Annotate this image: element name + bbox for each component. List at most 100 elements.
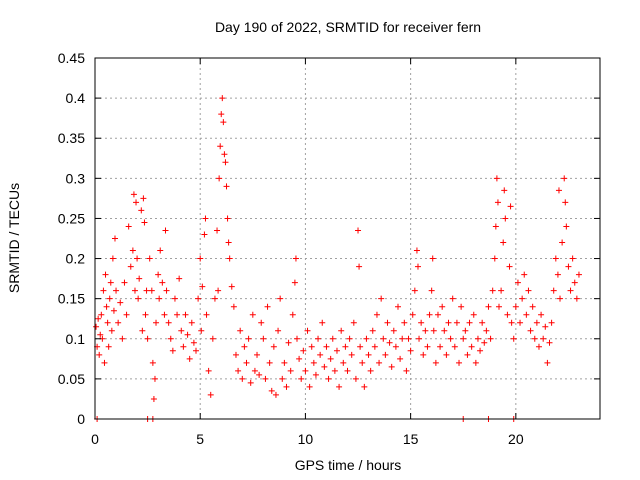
data-point (439, 303, 446, 310)
data-point (197, 255, 204, 262)
data-point (418, 319, 425, 326)
data-point (546, 339, 553, 346)
data-point (214, 227, 221, 234)
data-point (144, 335, 151, 342)
y-tick-label: 0.05 (58, 371, 85, 387)
data-point (272, 391, 279, 398)
data-point (108, 327, 115, 334)
data-point (232, 351, 239, 358)
data-point (107, 279, 114, 286)
data-point (550, 287, 557, 294)
data-point (365, 351, 372, 358)
data-point (464, 351, 471, 358)
data-point (527, 327, 534, 334)
data-point (155, 271, 162, 278)
data-point (223, 183, 230, 190)
data-point (199, 283, 206, 290)
y-tick-label: 0.1 (66, 331, 86, 347)
data-point (542, 323, 549, 330)
data-point (283, 383, 290, 390)
data-point (356, 263, 363, 270)
data-point (430, 327, 437, 334)
data-point (258, 319, 265, 326)
data-point (462, 327, 469, 334)
data-point (494, 199, 501, 206)
data-point (182, 311, 189, 318)
data-point (205, 367, 212, 374)
data-point (249, 311, 256, 318)
data-point (416, 335, 423, 342)
data-point (477, 347, 484, 354)
data-point (153, 319, 160, 326)
data-point (217, 143, 224, 150)
data-point (101, 359, 108, 366)
data-point (195, 295, 202, 302)
data-point (424, 343, 431, 350)
data-point (315, 335, 322, 342)
data-point (161, 311, 168, 318)
data-point (130, 191, 137, 198)
data-point (447, 335, 454, 342)
data-point (201, 231, 208, 238)
data-point (479, 319, 486, 326)
data-point (146, 255, 153, 262)
data-point (411, 287, 418, 294)
data-point (225, 239, 232, 246)
data-point (156, 295, 163, 302)
data-point (115, 319, 122, 326)
y-tick-label: 0.3 (66, 170, 86, 186)
data-point (292, 255, 299, 262)
data-point (512, 303, 519, 310)
data-point (380, 335, 387, 342)
data-point (98, 311, 105, 318)
data-point (216, 175, 223, 182)
plot-frame (94, 57, 601, 420)
data-point (359, 359, 366, 366)
data-point (304, 327, 311, 334)
data-point (451, 343, 458, 350)
data-point (135, 295, 142, 302)
data-point (167, 335, 174, 342)
data-point (426, 311, 433, 318)
data-point (559, 239, 566, 246)
data-point (95, 315, 102, 322)
data-point (472, 359, 479, 366)
data-point (575, 271, 582, 278)
data-point (390, 327, 397, 334)
data-point (336, 383, 343, 390)
data-point (569, 255, 576, 262)
data-point (294, 335, 300, 342)
data-point (487, 335, 494, 342)
x-tick-label: 0 (91, 431, 99, 447)
data-point (510, 335, 517, 342)
data-point (219, 95, 226, 102)
data-point (405, 335, 412, 342)
data-point (429, 255, 436, 262)
data-point (110, 307, 117, 314)
data-point (500, 239, 507, 246)
data-point (325, 375, 332, 382)
data-point (202, 215, 209, 222)
data-point (571, 279, 578, 286)
data-point (142, 311, 149, 318)
data-point (382, 351, 389, 358)
data-point (350, 319, 357, 326)
data-point (281, 359, 288, 366)
data-point (557, 295, 564, 302)
data-point (245, 335, 252, 342)
data-point (310, 359, 317, 366)
data-point (143, 287, 150, 294)
data-point (401, 319, 408, 326)
data-point (395, 303, 401, 310)
axis-ticks: 0 0.05 0.1 0.15 0.2 0.25 0.3 0.35 0.4 0.45 0 5 10 15 2… (58, 50, 600, 447)
data-point (369, 327, 376, 334)
data-point (239, 375, 246, 382)
data-point (188, 319, 195, 326)
data-point (220, 119, 227, 126)
data-point (298, 375, 305, 382)
data-point (378, 295, 385, 302)
data-point (346, 335, 353, 342)
data-point (523, 311, 530, 318)
data-point (162, 227, 169, 234)
